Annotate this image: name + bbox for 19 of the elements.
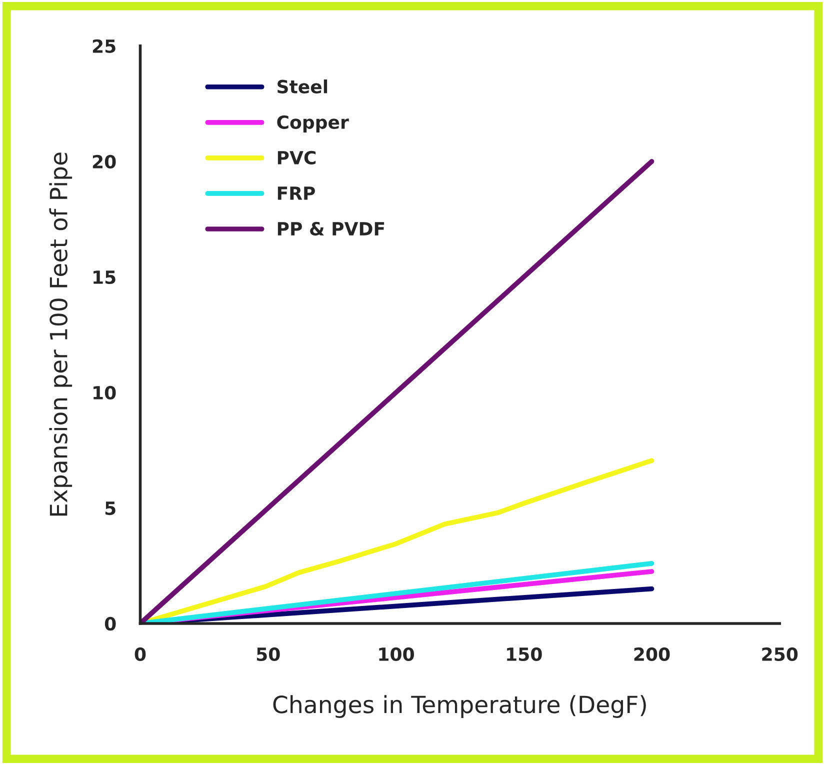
x-axis-title: Changes in Temperature (DegF) — [273, 695, 646, 718]
legend-label: PVC — [278, 150, 316, 165]
legend-label: Steel — [278, 79, 328, 94]
y-tick-label: 5 — [105, 502, 116, 516]
x-tick-label: 200 — [634, 647, 670, 662]
y-tick-label: 20 — [92, 154, 116, 169]
y-tick-label: 10 — [94, 386, 116, 400]
x-tick-label: 50 — [256, 647, 280, 662]
legend-label: Copper — [277, 115, 349, 132]
y-axis-title: Expansion per 100 Feet of Pipe — [49, 152, 72, 516]
legend-label: FRP — [278, 186, 315, 200]
y-tick-label: 15 — [94, 270, 116, 284]
x-tick-label: 150 — [507, 647, 542, 662]
x-tick-label: 0 — [134, 647, 146, 662]
y-tick-label: 0 — [104, 616, 116, 631]
x-tick-label: 100 — [379, 647, 414, 662]
legend-label: PP & PVDF — [278, 222, 384, 236]
x-tick-label: 250 — [762, 647, 798, 662]
y-tick-label: 25 — [92, 39, 116, 54]
